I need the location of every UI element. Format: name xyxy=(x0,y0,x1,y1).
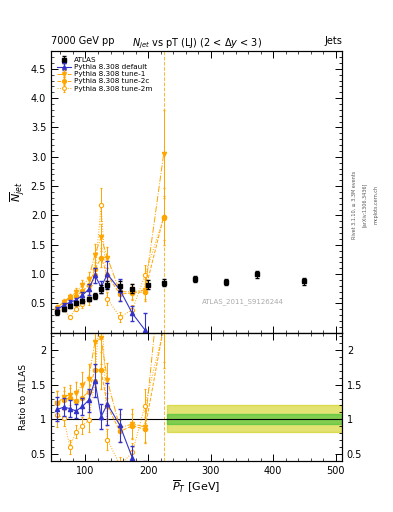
Text: ATLAS_2011_S9126244: ATLAS_2011_S9126244 xyxy=(202,298,284,305)
Text: 7000 GeV pp: 7000 GeV pp xyxy=(51,36,115,46)
Bar xyxy=(167,406,342,432)
Text: Rivet 3.1.10, ≥ 3.3M events: Rivet 3.1.10, ≥ 3.3M events xyxy=(352,170,357,239)
Title: $N_{jet}$ vs pT (LJ) (2 < $\Delta y$ < 3): $N_{jet}$ vs pT (LJ) (2 < $\Delta y$ < 3… xyxy=(132,37,261,51)
Text: mcplots.cern.ch: mcplots.cern.ch xyxy=(373,185,378,224)
Text: Jets: Jets xyxy=(324,36,342,46)
Y-axis label: $\overline{N}_{jet}$: $\overline{N}_{jet}$ xyxy=(9,182,28,202)
Text: [arXiv:1306.3436]: [arXiv:1306.3436] xyxy=(362,183,367,227)
Legend: ATLAS, Pythia 8.308 default, Pythia 8.308 tune-1, Pythia 8.308 tune-2c, Pythia 8: ATLAS, Pythia 8.308 default, Pythia 8.30… xyxy=(55,55,155,94)
Y-axis label: Ratio to ATLAS: Ratio to ATLAS xyxy=(19,364,28,430)
Bar xyxy=(167,414,342,424)
X-axis label: $\overline{P}_T$ [GeV]: $\overline{P}_T$ [GeV] xyxy=(173,478,220,495)
